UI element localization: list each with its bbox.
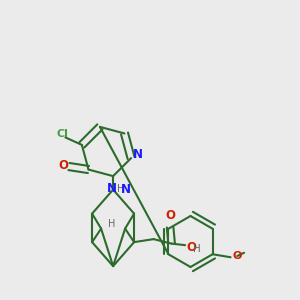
Text: H: H [108,219,115,229]
Text: N: N [106,182,117,194]
Text: Cl: Cl [56,129,68,140]
Text: H: H [117,184,124,194]
Text: O: O [187,241,196,254]
Text: O: O [165,209,175,222]
Text: H: H [193,244,201,254]
Text: O: O [232,251,242,261]
Text: N: N [121,183,131,196]
Text: N: N [133,148,143,161]
Text: O: O [58,159,69,172]
